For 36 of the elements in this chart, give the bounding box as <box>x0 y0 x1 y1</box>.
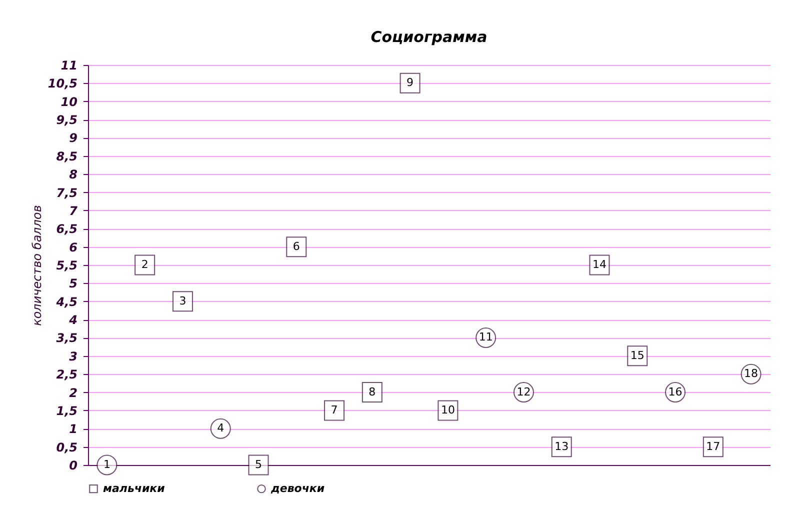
x-tick-label: 12 <box>516 385 531 398</box>
y-tick-label: 5 <box>69 276 78 291</box>
y-tick-label: 7 <box>69 204 78 218</box>
y-tick-label: 5,5 <box>56 258 78 272</box>
y-tick-label: 0,5 <box>56 440 78 454</box>
y-tick-label: 10,5 <box>48 76 78 91</box>
legend-label: мальчики <box>103 482 166 495</box>
x-tick-label: 8 <box>368 385 376 398</box>
y-tick-label: 8 <box>69 168 78 182</box>
y-tick-label: 6 <box>69 240 78 254</box>
y-tick-label: 1 <box>69 422 78 436</box>
x-tick-label: 16 <box>668 385 682 398</box>
x-tick-label: 14 <box>592 258 606 271</box>
y-tick-label: 6,5 <box>56 222 78 236</box>
x-tick-label: 17 <box>706 440 720 453</box>
chart-title: Социограмма <box>370 28 488 46</box>
x-tick-label: 15 <box>630 348 644 362</box>
y-tick-label: 3,5 <box>56 331 78 346</box>
y-tick-label: 8,5 <box>56 149 78 164</box>
y-tick-label: 2,5 <box>56 368 78 382</box>
point <box>324 400 345 421</box>
legend-label: девочки <box>270 482 325 495</box>
y-tick-label: 4,5 <box>55 294 78 309</box>
y-tick-label: 0 <box>69 458 78 472</box>
y-tick-label: 7,5 <box>56 186 78 200</box>
y-tick-label: 9 <box>69 131 78 146</box>
point <box>96 454 118 476</box>
y-tick-label: 4 <box>68 313 78 328</box>
y-tick-label: 9,5 <box>56 113 78 128</box>
y-tick-label: 1,5 <box>56 404 78 418</box>
y-axis-title: количество баллов <box>30 205 44 326</box>
x-tick-label: 13 <box>554 440 569 453</box>
x-tick-label: 18 <box>744 367 758 380</box>
y-tick-label: 10 <box>60 94 78 109</box>
y-tick-label: 3 <box>69 349 78 364</box>
y-tick-label: 11 <box>60 58 78 72</box>
